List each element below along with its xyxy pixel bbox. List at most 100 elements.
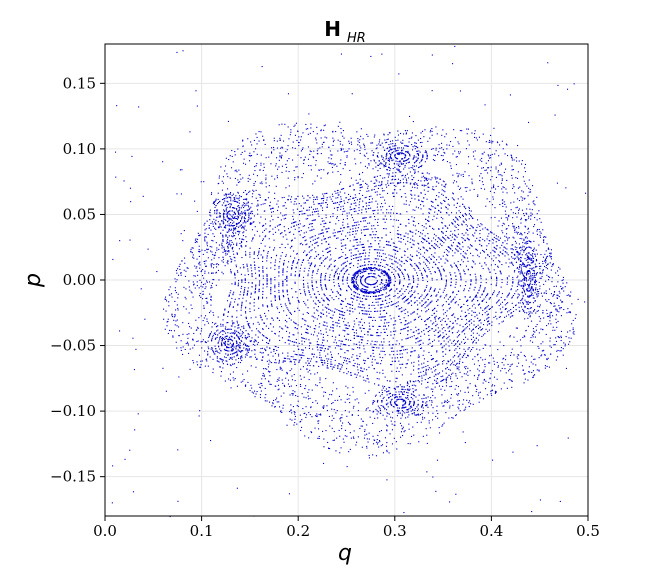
data-point [490,264,492,266]
data-point [344,324,346,326]
data-point [359,375,361,377]
data-point [274,296,276,298]
data-point [546,309,548,311]
data-point [427,360,429,362]
data-point [259,332,261,334]
data-point [392,263,394,265]
data-point [319,203,321,205]
data-point [328,358,330,360]
data-point [466,225,468,227]
data-point [456,294,458,296]
data-point [422,255,424,257]
data-point [341,348,343,350]
data-point [274,333,276,335]
data-point [469,287,471,289]
data-point [321,198,323,200]
data-point [382,286,384,288]
data-point [254,290,256,292]
data-point [382,212,384,214]
data-point [229,217,231,219]
data-point [274,345,276,347]
data-point [422,277,424,279]
data-point [487,305,489,307]
data-point [312,289,314,291]
data-point [339,316,341,318]
data-point [385,263,387,265]
data-point [471,300,473,302]
data-point [275,231,277,233]
data-point [229,342,231,344]
data-point [439,372,441,374]
data-point [349,206,351,208]
data-point [556,297,558,299]
data-point [368,198,370,200]
data-point [364,362,366,364]
data-point [251,286,253,288]
data-point [351,308,353,310]
data-point [457,356,459,358]
data-point [255,286,257,288]
data-point [398,240,400,242]
data-point [439,335,441,337]
data-point [463,288,465,290]
data-point [403,309,405,311]
data-point [230,290,232,292]
data-point [331,317,333,319]
data-point [357,260,359,262]
data-point [337,197,339,199]
data-point [475,326,477,328]
data-point [250,317,252,319]
data-point [473,320,475,322]
data-point [412,275,414,277]
data-point [346,282,348,284]
data-point [388,212,390,214]
data-point [430,200,432,202]
data-point [282,205,284,207]
data-point [432,255,434,257]
data-point [203,224,205,226]
data-point [415,233,417,235]
data-point [384,354,386,356]
data-point [360,265,362,267]
data-point [345,306,347,308]
data-point [495,235,497,237]
data-point [477,224,479,226]
data-point [468,290,470,292]
data-point [236,244,238,246]
data-point [388,241,390,243]
data-point [351,203,353,205]
data-point [307,332,309,334]
data-point [320,279,322,281]
data-point [470,252,472,254]
data-point [462,330,464,332]
data-point [401,153,403,155]
data-point [399,332,401,334]
data-point [362,376,364,378]
data-point [445,279,447,281]
data-point [513,201,515,203]
data-point [308,270,310,272]
data-point [329,317,331,319]
data-point [332,232,334,234]
data-point [411,186,413,188]
data-point [412,209,414,211]
data-point [261,352,263,354]
data-point [305,328,307,330]
data-point [469,244,471,246]
data-point [255,316,257,318]
data-point [234,281,236,283]
data-point [434,248,436,250]
data-point [405,203,407,205]
data-point [298,227,300,229]
data-point [411,336,413,338]
data-point [415,229,417,231]
data-point [390,301,392,303]
data-point [286,314,288,316]
data-point [333,275,335,277]
data-point [470,279,472,281]
data-point [346,257,348,259]
data-point [360,271,362,273]
data-point [312,272,314,274]
data-point [331,363,333,365]
data-point [351,282,353,284]
